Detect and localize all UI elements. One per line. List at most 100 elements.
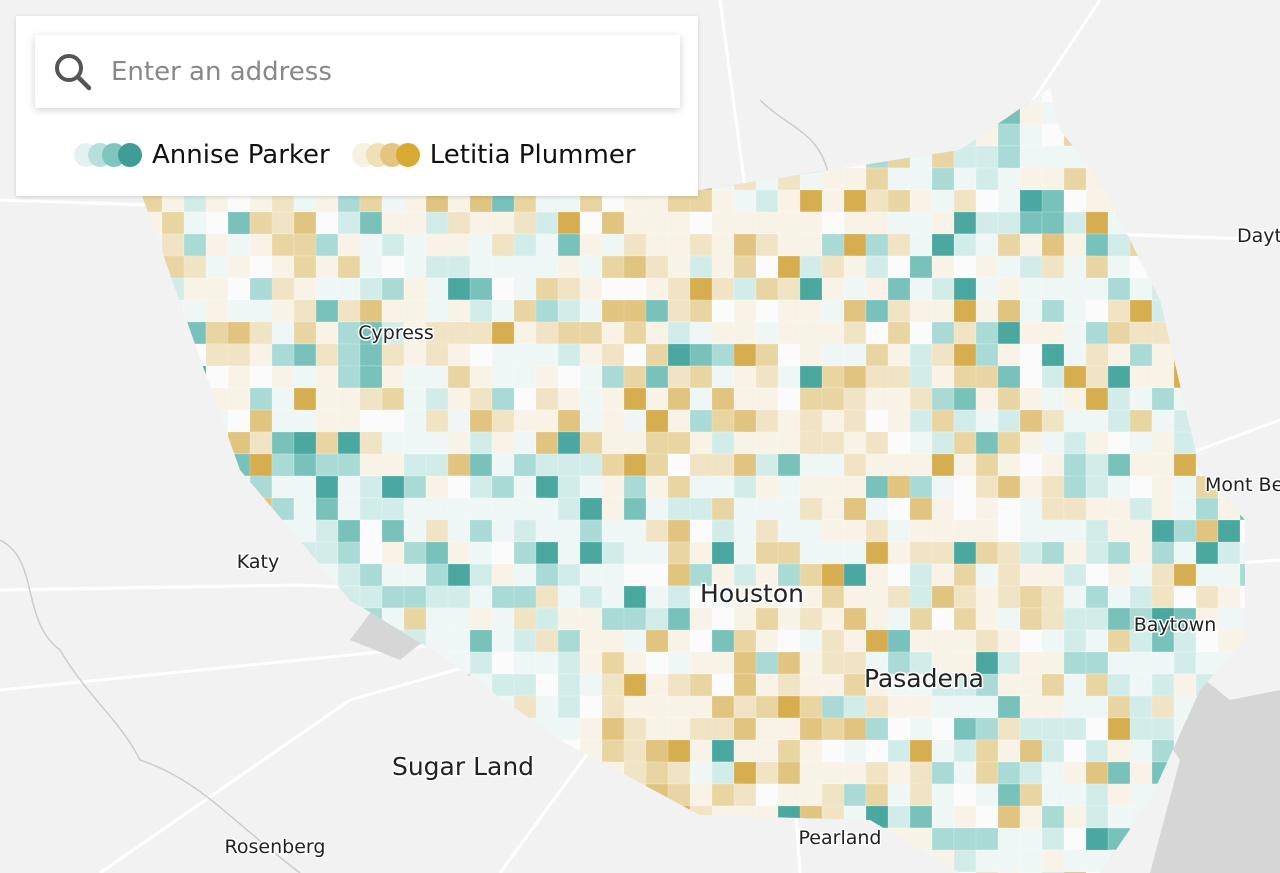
precinct — [161, 717, 196, 752]
precinct — [557, 585, 581, 609]
precinct — [447, 805, 471, 829]
precinct — [381, 717, 416, 752]
precinct — [447, 695, 482, 730]
precinct — [205, 233, 229, 257]
precinct — [821, 849, 856, 873]
precinct — [381, 343, 405, 367]
precinct — [315, 783, 339, 807]
precinct — [140, 299, 163, 334]
precinct — [381, 783, 416, 807]
precinct — [359, 255, 383, 279]
precinct — [843, 123, 889, 158]
precinct — [469, 827, 504, 851]
precinct — [227, 783, 273, 807]
precinct — [1195, 343, 1241, 378]
precinct — [953, 387, 977, 411]
search-box[interactable]: Enter an address — [35, 35, 680, 108]
precinct — [140, 497, 163, 521]
precinct — [469, 475, 493, 499]
precinct — [931, 123, 966, 147]
precinct — [183, 739, 218, 774]
precinct — [579, 321, 603, 345]
precinct — [293, 805, 328, 829]
precinct — [1063, 211, 1087, 235]
precinct — [887, 101, 922, 125]
precinct — [931, 519, 955, 543]
precinct — [1107, 827, 1142, 851]
precinct — [161, 431, 185, 466]
precinct — [205, 585, 229, 609]
precinct — [1239, 189, 1245, 224]
precinct — [821, 475, 845, 499]
precinct — [711, 849, 735, 873]
precinct — [865, 739, 889, 763]
precinct — [733, 88, 757, 114]
precinct — [755, 145, 779, 169]
precinct — [733, 277, 757, 301]
precinct — [821, 739, 845, 763]
precinct — [447, 475, 471, 499]
precinct — [359, 233, 383, 257]
legend-swatch — [351, 142, 422, 168]
precinct — [975, 805, 999, 829]
precinct — [447, 409, 471, 433]
precinct — [513, 849, 559, 873]
precinct — [140, 387, 174, 411]
precinct — [1217, 88, 1245, 114]
precinct — [733, 321, 757, 345]
precinct — [711, 717, 735, 741]
precinct — [183, 673, 218, 697]
precinct — [140, 365, 185, 389]
precinct — [689, 519, 713, 543]
precinct — [161, 541, 196, 576]
precinct — [535, 783, 559, 807]
precinct — [975, 563, 999, 587]
precinct — [359, 805, 405, 829]
precinct — [469, 805, 515, 840]
precinct — [161, 519, 196, 554]
precinct — [997, 541, 1021, 565]
precinct — [557, 805, 592, 840]
precinct — [975, 519, 999, 543]
precinct — [205, 739, 229, 763]
precinct — [513, 717, 537, 741]
precinct — [1107, 88, 1142, 114]
precinct — [403, 233, 427, 257]
precinct — [755, 88, 779, 114]
precinct — [667, 827, 691, 862]
precinct — [1019, 761, 1043, 785]
precinct — [887, 519, 911, 543]
precinct — [1239, 321, 1245, 356]
precinct — [1129, 695, 1153, 719]
precinct — [205, 673, 251, 697]
precinct — [865, 431, 889, 455]
precinct — [645, 827, 669, 851]
precinct — [557, 673, 581, 697]
precinct — [1173, 189, 1219, 213]
precinct — [227, 233, 251, 257]
precinct — [623, 827, 669, 851]
precinct — [931, 101, 977, 125]
precinct — [1107, 849, 1131, 873]
precinct — [447, 827, 493, 851]
precinct — [513, 783, 548, 807]
precinct — [601, 827, 625, 851]
precinct — [227, 717, 251, 741]
precinct — [469, 387, 493, 411]
precinct — [689, 783, 713, 807]
precinct — [315, 541, 339, 565]
precinct — [293, 211, 317, 235]
precinct — [447, 717, 482, 741]
precinct — [755, 123, 779, 147]
precinct — [1041, 387, 1065, 411]
place-label: Rosenberg — [225, 836, 326, 858]
precinct — [359, 783, 383, 818]
precinct — [953, 563, 977, 587]
precinct — [425, 497, 449, 521]
precinct — [1239, 563, 1245, 587]
precinct — [227, 519, 262, 554]
precinct — [271, 585, 317, 609]
precinct — [447, 431, 471, 455]
precinct — [293, 585, 317, 620]
precinct — [513, 475, 537, 499]
